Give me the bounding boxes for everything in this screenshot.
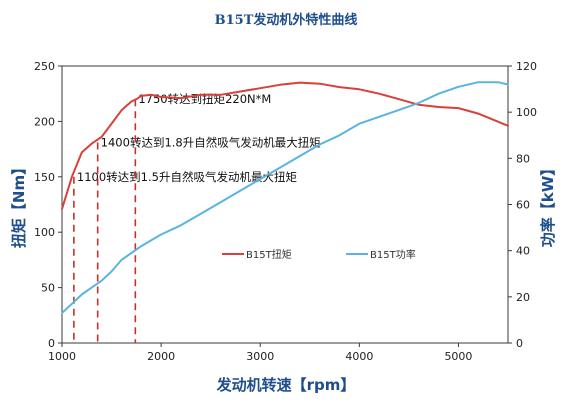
x-axis-label: 发动机转速【rpm】 [216,376,356,394]
y-right-tick-label: 60 [516,199,530,212]
x-tick-label: 4000 [345,350,373,363]
annotation-label: 1400转达到1.8升自然吸气发动机最大扭矩 [101,135,321,149]
x-tick-label: 2000 [147,350,175,363]
y-left-tick-label: 50 [41,282,55,295]
y-left-tick-label: 150 [34,171,55,184]
annotation-label: 1100转达到1.5升自然吸气发动机最大扭矩 [77,170,297,184]
y-right-tick-label: 20 [516,291,530,304]
legend-label: B15T扭矩 [246,248,292,261]
y-axis-right-label: 功率【kW】 [539,161,557,248]
y-right-tick-label: 100 [516,106,537,119]
annotations: 1100转达到1.5升自然吸气发动机最大扭矩 1400转达到1.8升自然吸气发动机… [73,92,321,343]
annotation-label: 1750转达到扭矩220N*M [138,92,271,106]
chart-title: B15T发动机外特性曲线 [215,12,358,28]
y-right-tick-label: 40 [516,245,530,258]
series-lines [61,81,509,314]
x-tick-label: 5000 [444,350,472,363]
legend-label: B15T功率 [370,248,416,261]
y-right-tick-label: 0 [516,337,523,350]
ticks: 1000 2000 3000 4000 5000 0 50 100 150 200 250 0 20 40… [34,60,537,363]
x-tick-label: 3000 [246,350,274,363]
y-left-tick-label: 100 [34,226,55,239]
series-line-torque [61,81,509,210]
series-line-power [61,81,509,314]
y-left-tick-label: 200 [34,115,55,128]
y-right-tick-label: 120 [516,60,537,73]
y-left-tick-label: 250 [34,60,55,73]
x-tick-label: 1000 [48,350,76,363]
y-axis-left-label: 扭矩【Nm】 [10,160,28,248]
y-left-tick-label: 0 [48,337,55,350]
legend: B15T扭矩 B15T功率 [222,248,416,261]
y-right-tick-label: 80 [516,152,530,165]
